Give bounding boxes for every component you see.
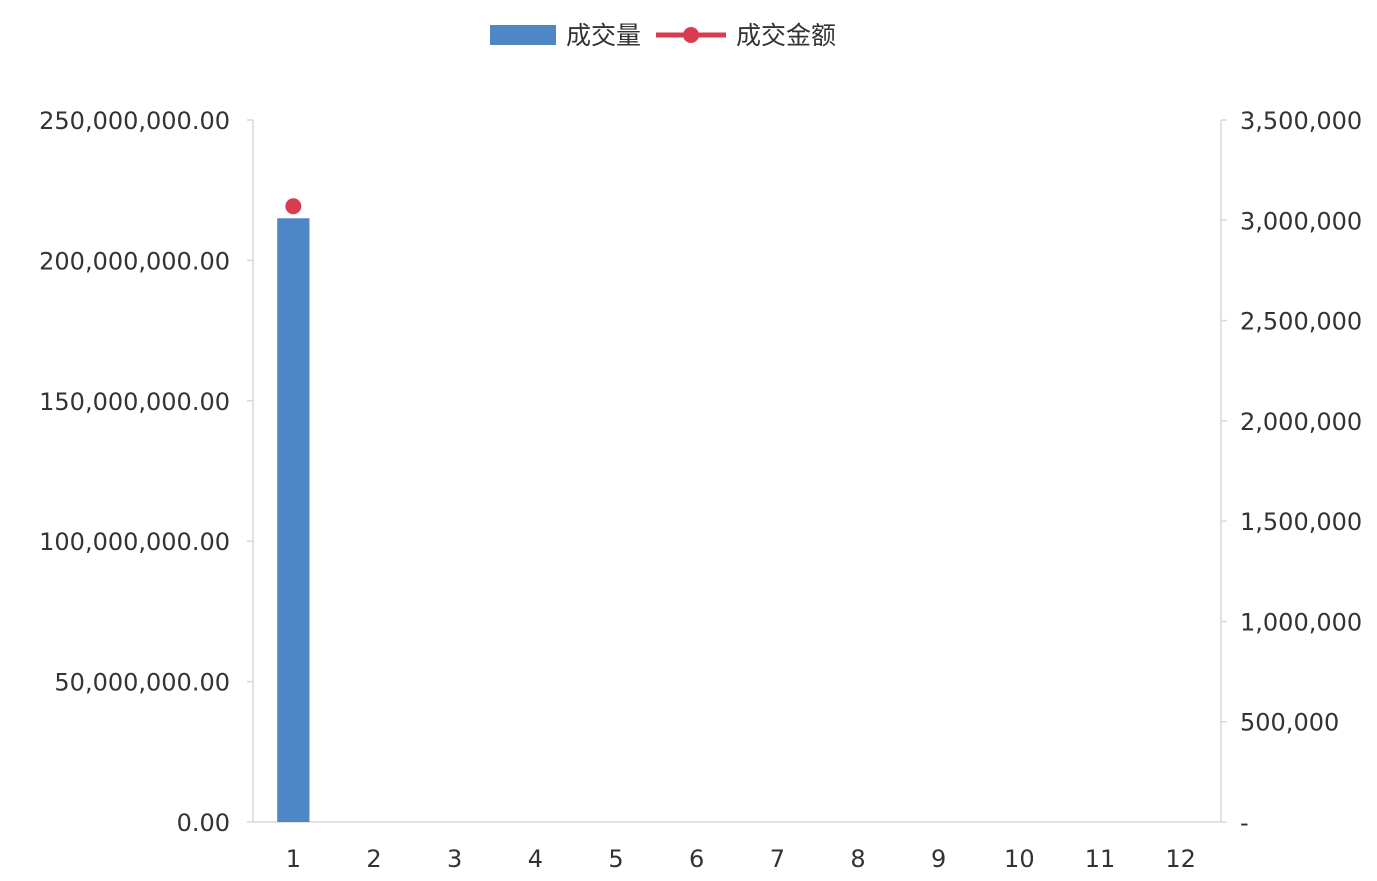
- left-tick-label: 100,000,000.00: [39, 528, 230, 556]
- axes: [252, 120, 1222, 823]
- right-tick-label: 500,000: [1240, 709, 1339, 737]
- x-tick-label: 5: [608, 845, 623, 873]
- left-axis-ticks: 0.00 50,000,000.00 100,000,000.00 150,000,0…: [39, 107, 253, 837]
- bar-series-volume: [277, 218, 310, 822]
- x-tick-label: 6: [689, 845, 704, 873]
- x-axis-ticks: 1 2 3 4 5 6 7 8 9 10 11 12: [286, 845, 1196, 873]
- right-tick-label: 3,500,000: [1240, 107, 1362, 135]
- x-tick-label: 2: [366, 845, 381, 873]
- right-tick-label: 2,000,000: [1240, 408, 1362, 436]
- right-tick-label: 1,000,000: [1240, 608, 1362, 636]
- x-tick-label: 11: [1085, 845, 1116, 873]
- legend-swatch-amount-marker: [683, 27, 699, 43]
- x-tick-label: 1: [286, 845, 301, 873]
- legend-label-amount: 成交金额: [736, 21, 836, 50]
- x-tick-label: 8: [850, 845, 865, 873]
- legend: 成交量 成交金额: [490, 21, 836, 50]
- x-tick-label: 4: [528, 845, 543, 873]
- x-tick-label: 12: [1165, 845, 1196, 873]
- bar-volume: [277, 218, 310, 822]
- point-amount: [285, 198, 302, 215]
- x-tick-label: 7: [770, 845, 785, 873]
- right-axis-ticks: - 500,000 1,000,000 1,500,000 2,000,000 2,500…: [1221, 107, 1362, 837]
- x-tick-label: 3: [447, 845, 462, 873]
- right-tick-label: 3,000,000: [1240, 207, 1362, 235]
- legend-swatch-volume: [490, 25, 556, 45]
- left-tick-label: 200,000,000.00: [39, 247, 230, 275]
- left-tick-label: 150,000,000.00: [39, 388, 230, 416]
- x-tick-label: 9: [931, 845, 946, 873]
- left-tick-label: 50,000,000.00: [54, 669, 230, 697]
- right-tick-label: -: [1240, 809, 1249, 837]
- left-tick-label: 250,000,000.00: [39, 107, 230, 135]
- right-tick-label: 1,500,000: [1240, 508, 1362, 536]
- legend-label-volume: 成交量: [566, 21, 641, 50]
- x-tick-label: 10: [1004, 845, 1035, 873]
- right-tick-label: 2,500,000: [1240, 308, 1362, 336]
- line-series-amount: [285, 198, 302, 215]
- left-tick-label: 0.00: [177, 809, 230, 837]
